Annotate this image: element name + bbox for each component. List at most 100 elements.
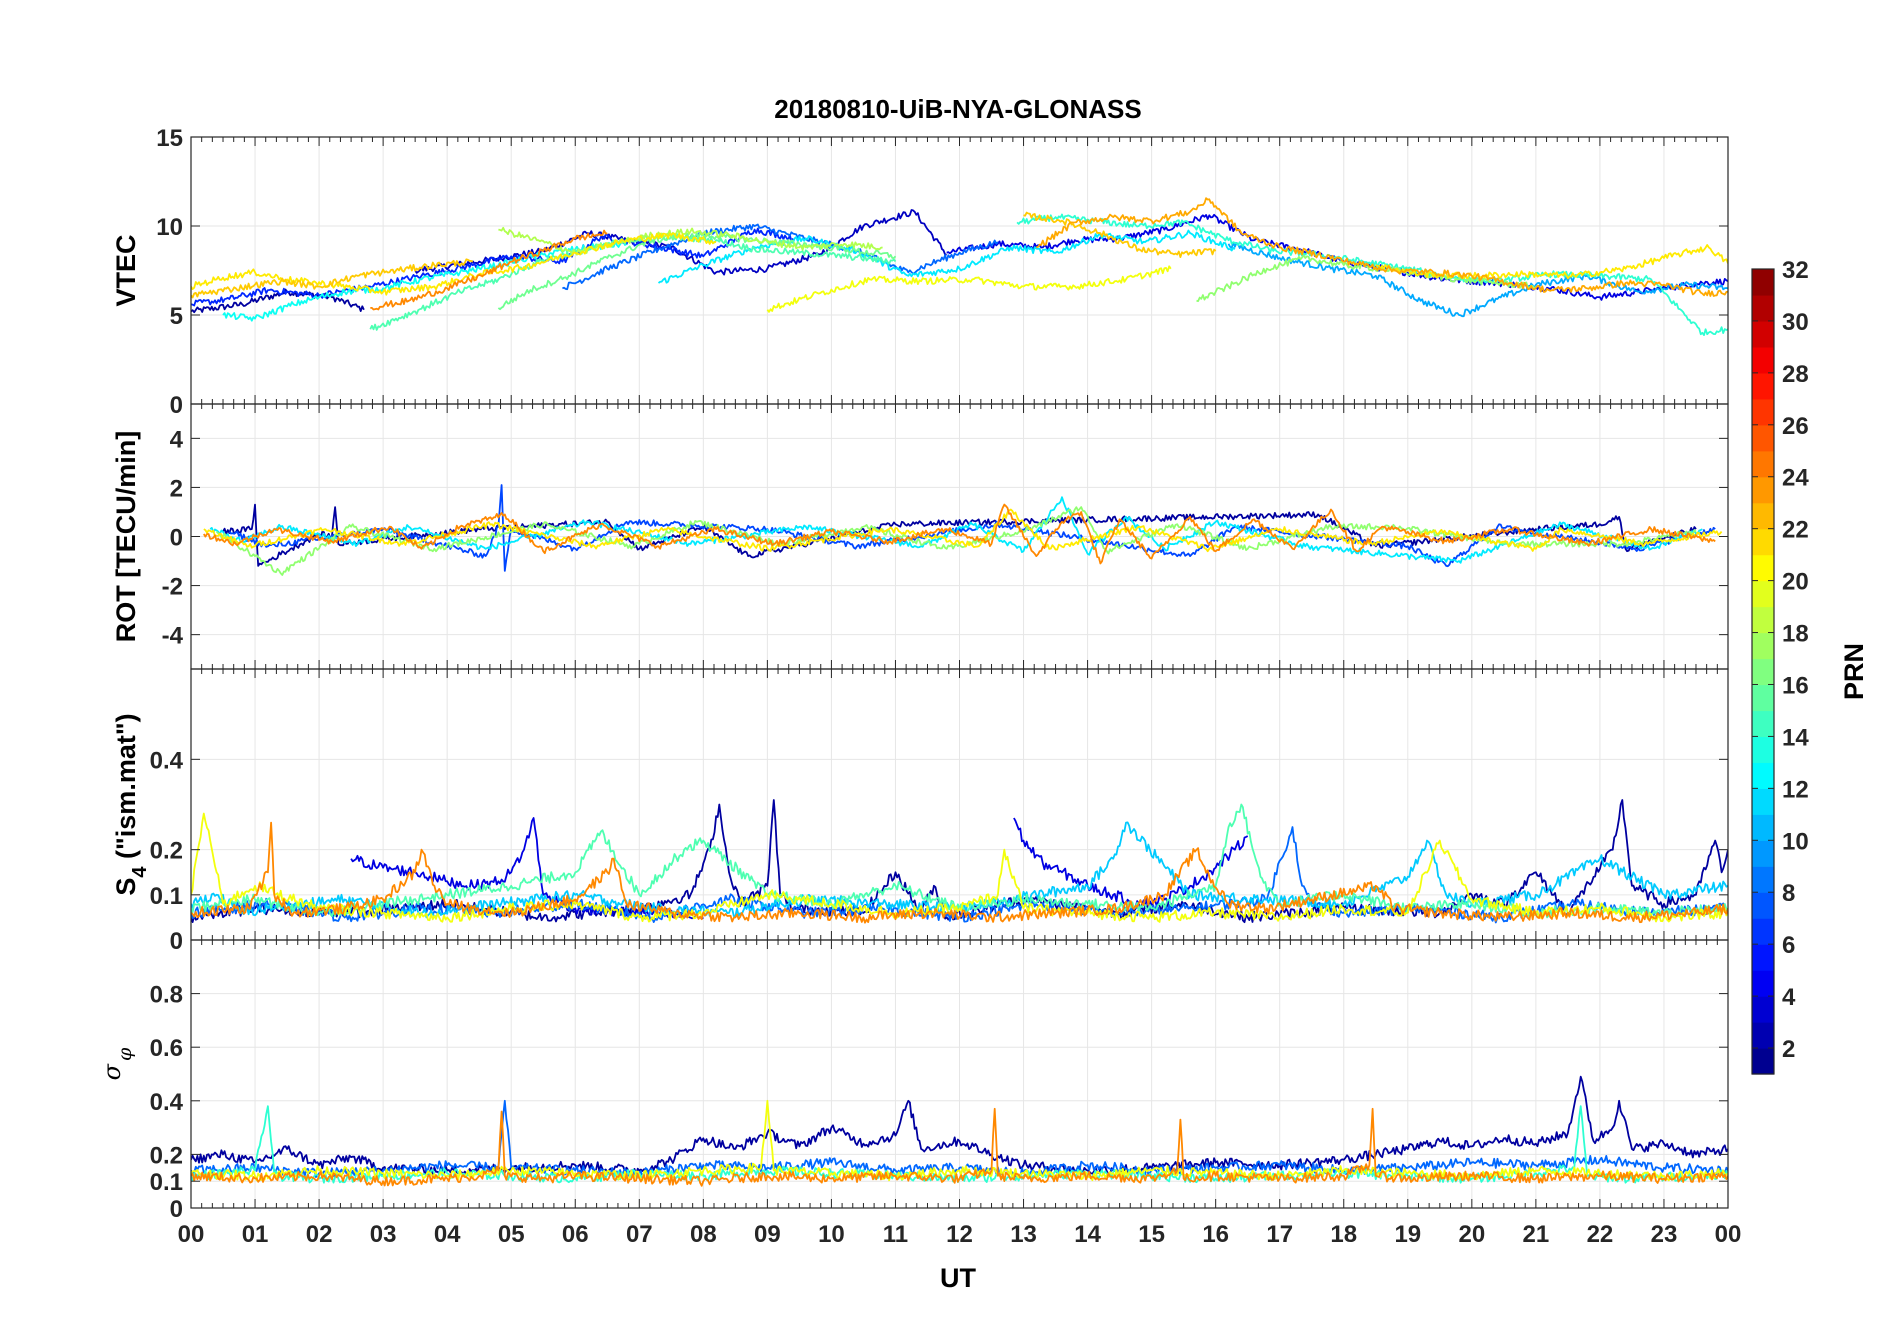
colorbar-tick-label: 2 bbox=[1782, 1036, 1795, 1063]
colorbar-band bbox=[1752, 970, 1774, 997]
series-line-prn-8 bbox=[562, 223, 999, 291]
series-line-prn-17 bbox=[215, 506, 1697, 576]
colorbar-tick-label: 24 bbox=[1782, 465, 1809, 492]
colorbar-label: PRN bbox=[1839, 643, 1869, 700]
series-line-prn-20 bbox=[191, 812, 1728, 923]
colorbar-band bbox=[1752, 892, 1774, 919]
colorbar-band bbox=[1752, 606, 1774, 634]
series-line-prn-24 bbox=[370, 229, 608, 311]
colorbar-band bbox=[1752, 684, 1774, 712]
colorbar-band bbox=[1752, 502, 1774, 530]
series-line-prn-2 bbox=[191, 1075, 1728, 1176]
x-tick-label: 16 bbox=[1202, 1221, 1229, 1248]
y-axis: 0 0.1 0.2 0.4 bbox=[150, 747, 1728, 955]
x-tick-label: 12 bbox=[946, 1221, 973, 1248]
colorbar-band bbox=[1752, 736, 1774, 763]
y-tick-label: 0.2 bbox=[150, 1142, 183, 1169]
y-axis: 00.10.2 0.4 0.6 0.8 bbox=[150, 982, 1728, 1223]
colorbar-band bbox=[1752, 269, 1774, 296]
colorbar-band bbox=[1752, 580, 1774, 608]
y-tick-label: 15 bbox=[156, 125, 183, 152]
colorbar-band bbox=[1752, 814, 1774, 841]
colorbar-band bbox=[1752, 944, 1774, 971]
chart-title: 20180810-UiB-NYA-GLONASS bbox=[774, 94, 1142, 124]
x-tick-label: 06 bbox=[562, 1221, 589, 1248]
x-ticks bbox=[190, 404, 1729, 669]
y-axis: -4 -2 0 2 4 bbox=[162, 426, 1728, 650]
y-tick-label: 0.2 bbox=[150, 838, 183, 865]
x-tick-label: 13 bbox=[1010, 1221, 1037, 1248]
x-ticks bbox=[190, 669, 1729, 940]
colorbar-tick-label: 14 bbox=[1782, 724, 1809, 751]
series-line-prn-24 bbox=[191, 1107, 1728, 1187]
x-axis: 00 01 02 03 04 05 06 07 08 09 10 11 12 13 14 15 16 17 18 19… bbox=[178, 1221, 1742, 1248]
x-tick-label: 07 bbox=[626, 1221, 653, 1248]
x-tick-label: 19 bbox=[1394, 1221, 1421, 1248]
colorbar-band bbox=[1752, 840, 1774, 867]
colorbar-tick-label: 6 bbox=[1782, 932, 1795, 959]
colorbar-tick-label: 30 bbox=[1782, 309, 1809, 336]
y-tick-label: 0.1 bbox=[150, 883, 183, 910]
series-line-prn-14 bbox=[1016, 213, 1728, 337]
x-tick-label: 03 bbox=[370, 1221, 397, 1248]
x-tick-label: 11 bbox=[883, 1221, 908, 1248]
colorbar-tick-label: 18 bbox=[1782, 621, 1809, 648]
series-line-prn-24 bbox=[191, 821, 1728, 924]
series-group bbox=[203, 484, 1723, 576]
series-line-prn-2 bbox=[191, 288, 365, 314]
colorbar-band bbox=[1752, 996, 1774, 1023]
series-group bbox=[191, 1075, 1728, 1187]
x-tick-label: 02 bbox=[306, 1221, 333, 1248]
x-tick-label: 21 bbox=[1523, 1221, 1550, 1248]
x-tick-label: 18 bbox=[1330, 1221, 1357, 1248]
series-line-prn-2 bbox=[222, 503, 1697, 567]
colorbar-band bbox=[1752, 658, 1774, 686]
series-line-prn-24 bbox=[203, 503, 1716, 565]
y-tick-label: 5 bbox=[170, 303, 183, 330]
y-axis-label: VTEC bbox=[111, 234, 141, 306]
y-tick-label: 0.6 bbox=[150, 1035, 183, 1062]
x-axis-label: UT bbox=[940, 1263, 976, 1293]
series-line-prn-6 bbox=[191, 227, 794, 307]
y-tick-label: 0.1 bbox=[150, 1169, 183, 1196]
panel-rot: -4 -2 0 2 4 ROT [TECU/min] bbox=[111, 403, 1729, 670]
colorbar-band bbox=[1752, 320, 1774, 348]
y-axis-label-rest: ("ism.mat") bbox=[111, 713, 141, 866]
colorbar-tick-label: 12 bbox=[1782, 776, 1809, 803]
y-axis-label: ROT [TECU/min] bbox=[111, 431, 141, 642]
panel-sigma_phi: 00.10.20.40.60.8σφ bbox=[98, 939, 1729, 1223]
colorbar-band bbox=[1752, 710, 1774, 738]
series-line-prn-16 bbox=[497, 231, 897, 311]
colorbar-tick-label: 22 bbox=[1782, 517, 1809, 544]
panel-vtec: 0 5 10 15 VTEC bbox=[111, 125, 1729, 419]
colorbar-tick-label: 16 bbox=[1782, 672, 1809, 699]
x-tick-label: 08 bbox=[690, 1221, 717, 1248]
x-tick-label: 15 bbox=[1138, 1221, 1165, 1248]
x-tick-label: 17 bbox=[1266, 1221, 1293, 1248]
x-tick-label: 20 bbox=[1458, 1221, 1485, 1248]
y-tick-label: -2 bbox=[162, 574, 183, 601]
x-tick-label: 10 bbox=[818, 1221, 845, 1248]
y-tick-label: 0 bbox=[170, 392, 183, 419]
x-ticks bbox=[190, 940, 1729, 1208]
colorbar-band bbox=[1752, 294, 1774, 322]
y-tick-label: 0.4 bbox=[150, 747, 184, 774]
y-tick-label: 10 bbox=[156, 214, 183, 241]
colorbar-band bbox=[1752, 1048, 1774, 1075]
x-tick-label: 04 bbox=[434, 1221, 461, 1248]
colorbar-band bbox=[1752, 866, 1774, 893]
series-group bbox=[191, 799, 1728, 924]
x-tick-label: 00 bbox=[1715, 1221, 1742, 1248]
series-line-prn-22 bbox=[191, 258, 474, 299]
y-tick-label: 0.4 bbox=[150, 1089, 184, 1116]
y-tick-label: 4 bbox=[170, 426, 184, 453]
y-tick-label: -4 bbox=[162, 623, 184, 650]
series-line-prn-23 bbox=[1036, 197, 1728, 297]
series-line-prn-20 bbox=[766, 265, 1172, 313]
x-tick-label: 05 bbox=[498, 1221, 525, 1248]
colorbar-band bbox=[1752, 632, 1774, 660]
colorbar-tick-label: 10 bbox=[1782, 828, 1809, 855]
colorbar-tick-label: 26 bbox=[1782, 413, 1809, 440]
